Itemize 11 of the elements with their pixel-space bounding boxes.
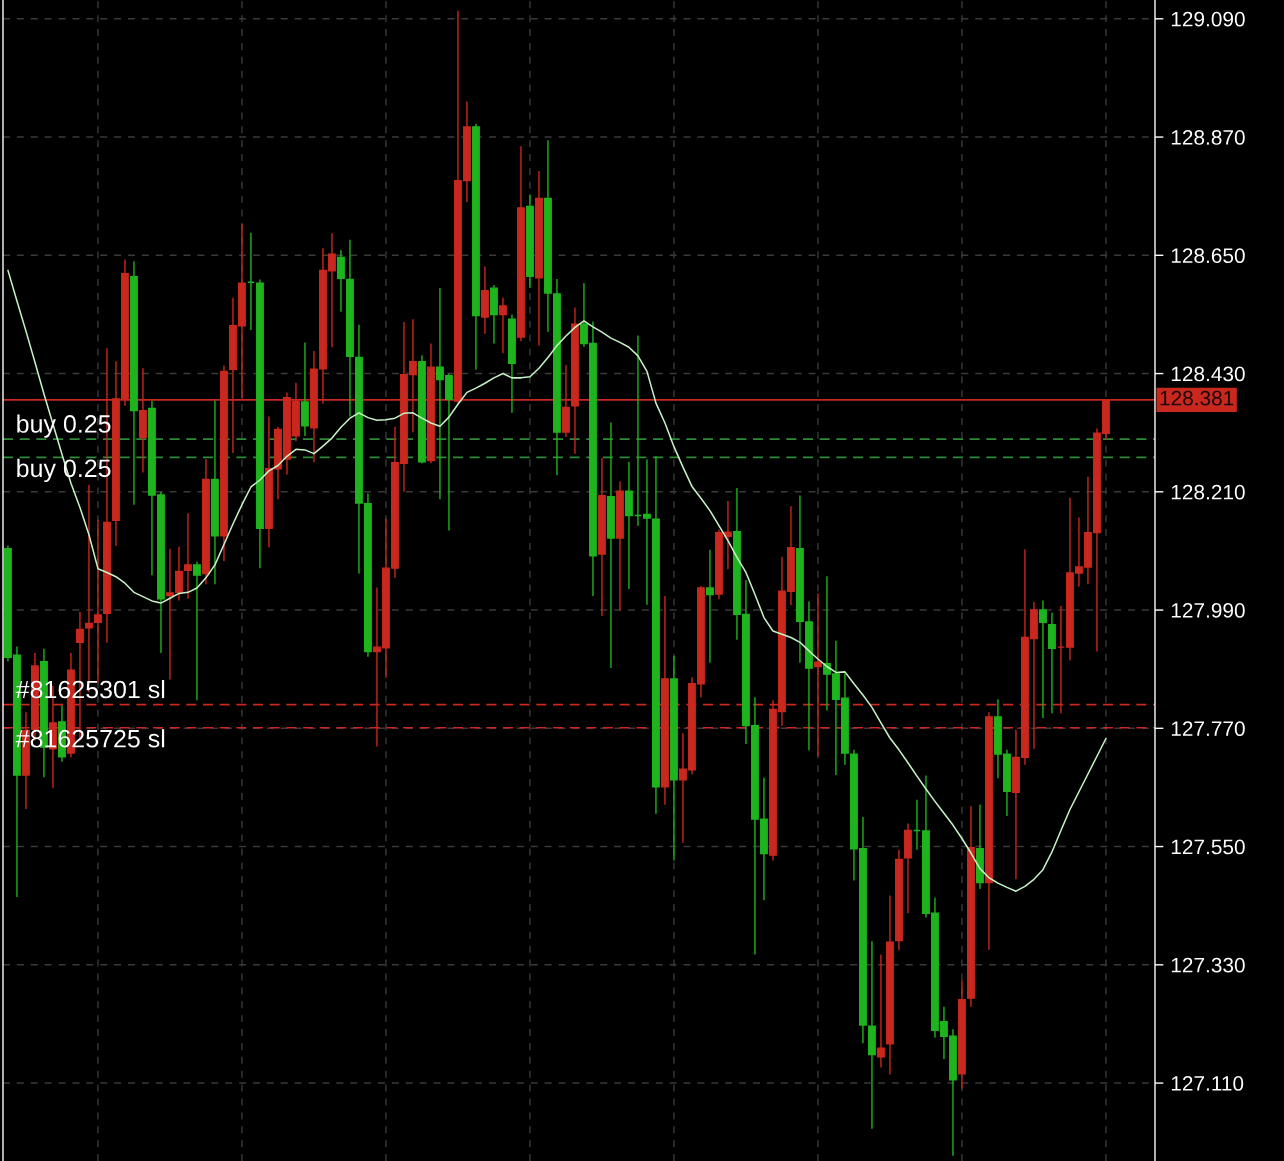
y-tick-label: 128.210 <box>1171 484 1245 500</box>
y-tick-label: 127.770 <box>1171 721 1245 737</box>
ref-line-label: 128.381 <box>1160 390 1234 406</box>
y-tick-label: 127.330 <box>1171 957 1245 973</box>
y-tick-label: 127.550 <box>1171 839 1245 855</box>
y-tick-label: 127.110 <box>1171 1076 1244 1091</box>
y-tick-label: 128.430 <box>1171 366 1245 382</box>
y-tick-label: 127.990 <box>1171 603 1245 618</box>
y-tick-label: 129.090 <box>1171 11 1245 27</box>
y-tick-label: 128.650 <box>1171 248 1245 264</box>
y-tick-label: 128.870 <box>1171 130 1245 145</box>
